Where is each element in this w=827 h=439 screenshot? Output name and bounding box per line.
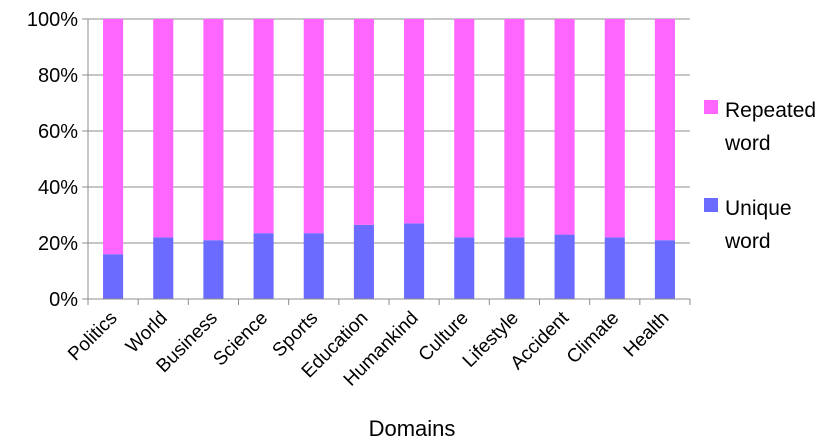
bar-segment-unique-word [504,237,525,299]
x-axis-title: Domains [369,416,456,439]
x-axis-tick-labels: Politics WorldBusinessScienceSportsEducat… [64,307,673,390]
legend-label: word [724,230,771,253]
bar-segment-unique-word [604,237,625,299]
bar-segment-unique-word [203,240,224,299]
bar-segment-unique-word [454,237,475,299]
bar-segment-repeated-word [454,19,475,238]
bar-segment-repeated-word [404,19,425,224]
bar-segment-repeated-word [153,19,174,238]
axes [82,18,691,305]
bar-segment-repeated-word [303,19,324,234]
x-tick-label: Health [620,308,674,362]
y-tick-label: 20% [38,233,78,255]
y-tick-label: 60% [38,121,78,143]
bar-segment-unique-word [554,234,575,299]
bar-segment-unique-word [153,237,174,299]
y-axis-tick-labels: 0% 20% 40% 60% 80% 100% [27,9,78,311]
legend-swatch-repeated-word [704,100,718,114]
gridlines [88,18,690,300]
y-tick-label: 80% [38,65,78,87]
bar-segment-unique-word [654,240,675,299]
bar-segment-repeated-word [103,19,124,255]
bar-segment-repeated-word [253,19,274,234]
legend-label: Repeated [725,99,816,122]
y-tick-label: 40% [38,177,78,199]
x-tick-label: Climate [563,308,623,368]
bar-segment-unique-word [353,224,374,299]
x-tick-label: Science [209,308,272,371]
legend: Repeated word Unique word [704,99,816,253]
bar-segment-repeated-word [554,19,575,235]
x-tick-label: Politics [64,308,121,365]
bars [103,19,675,299]
bar-segment-repeated-word [654,19,675,241]
legend-label: word [724,132,771,155]
bar-segment-unique-word [103,254,124,299]
y-tick-label: 100% [27,9,78,31]
bar-segment-unique-word [253,233,274,299]
bar-segment-unique-word [303,233,324,299]
bar-segment-repeated-word [353,19,374,225]
y-tick-label: 0% [49,289,78,311]
bar-segment-unique-word [404,223,425,299]
legend-swatch-unique-word [704,198,718,212]
legend-label: Unique [725,197,792,220]
bar-segment-repeated-word [504,19,525,238]
bar-segment-repeated-word [203,19,224,241]
bar-segment-repeated-word [604,19,625,238]
